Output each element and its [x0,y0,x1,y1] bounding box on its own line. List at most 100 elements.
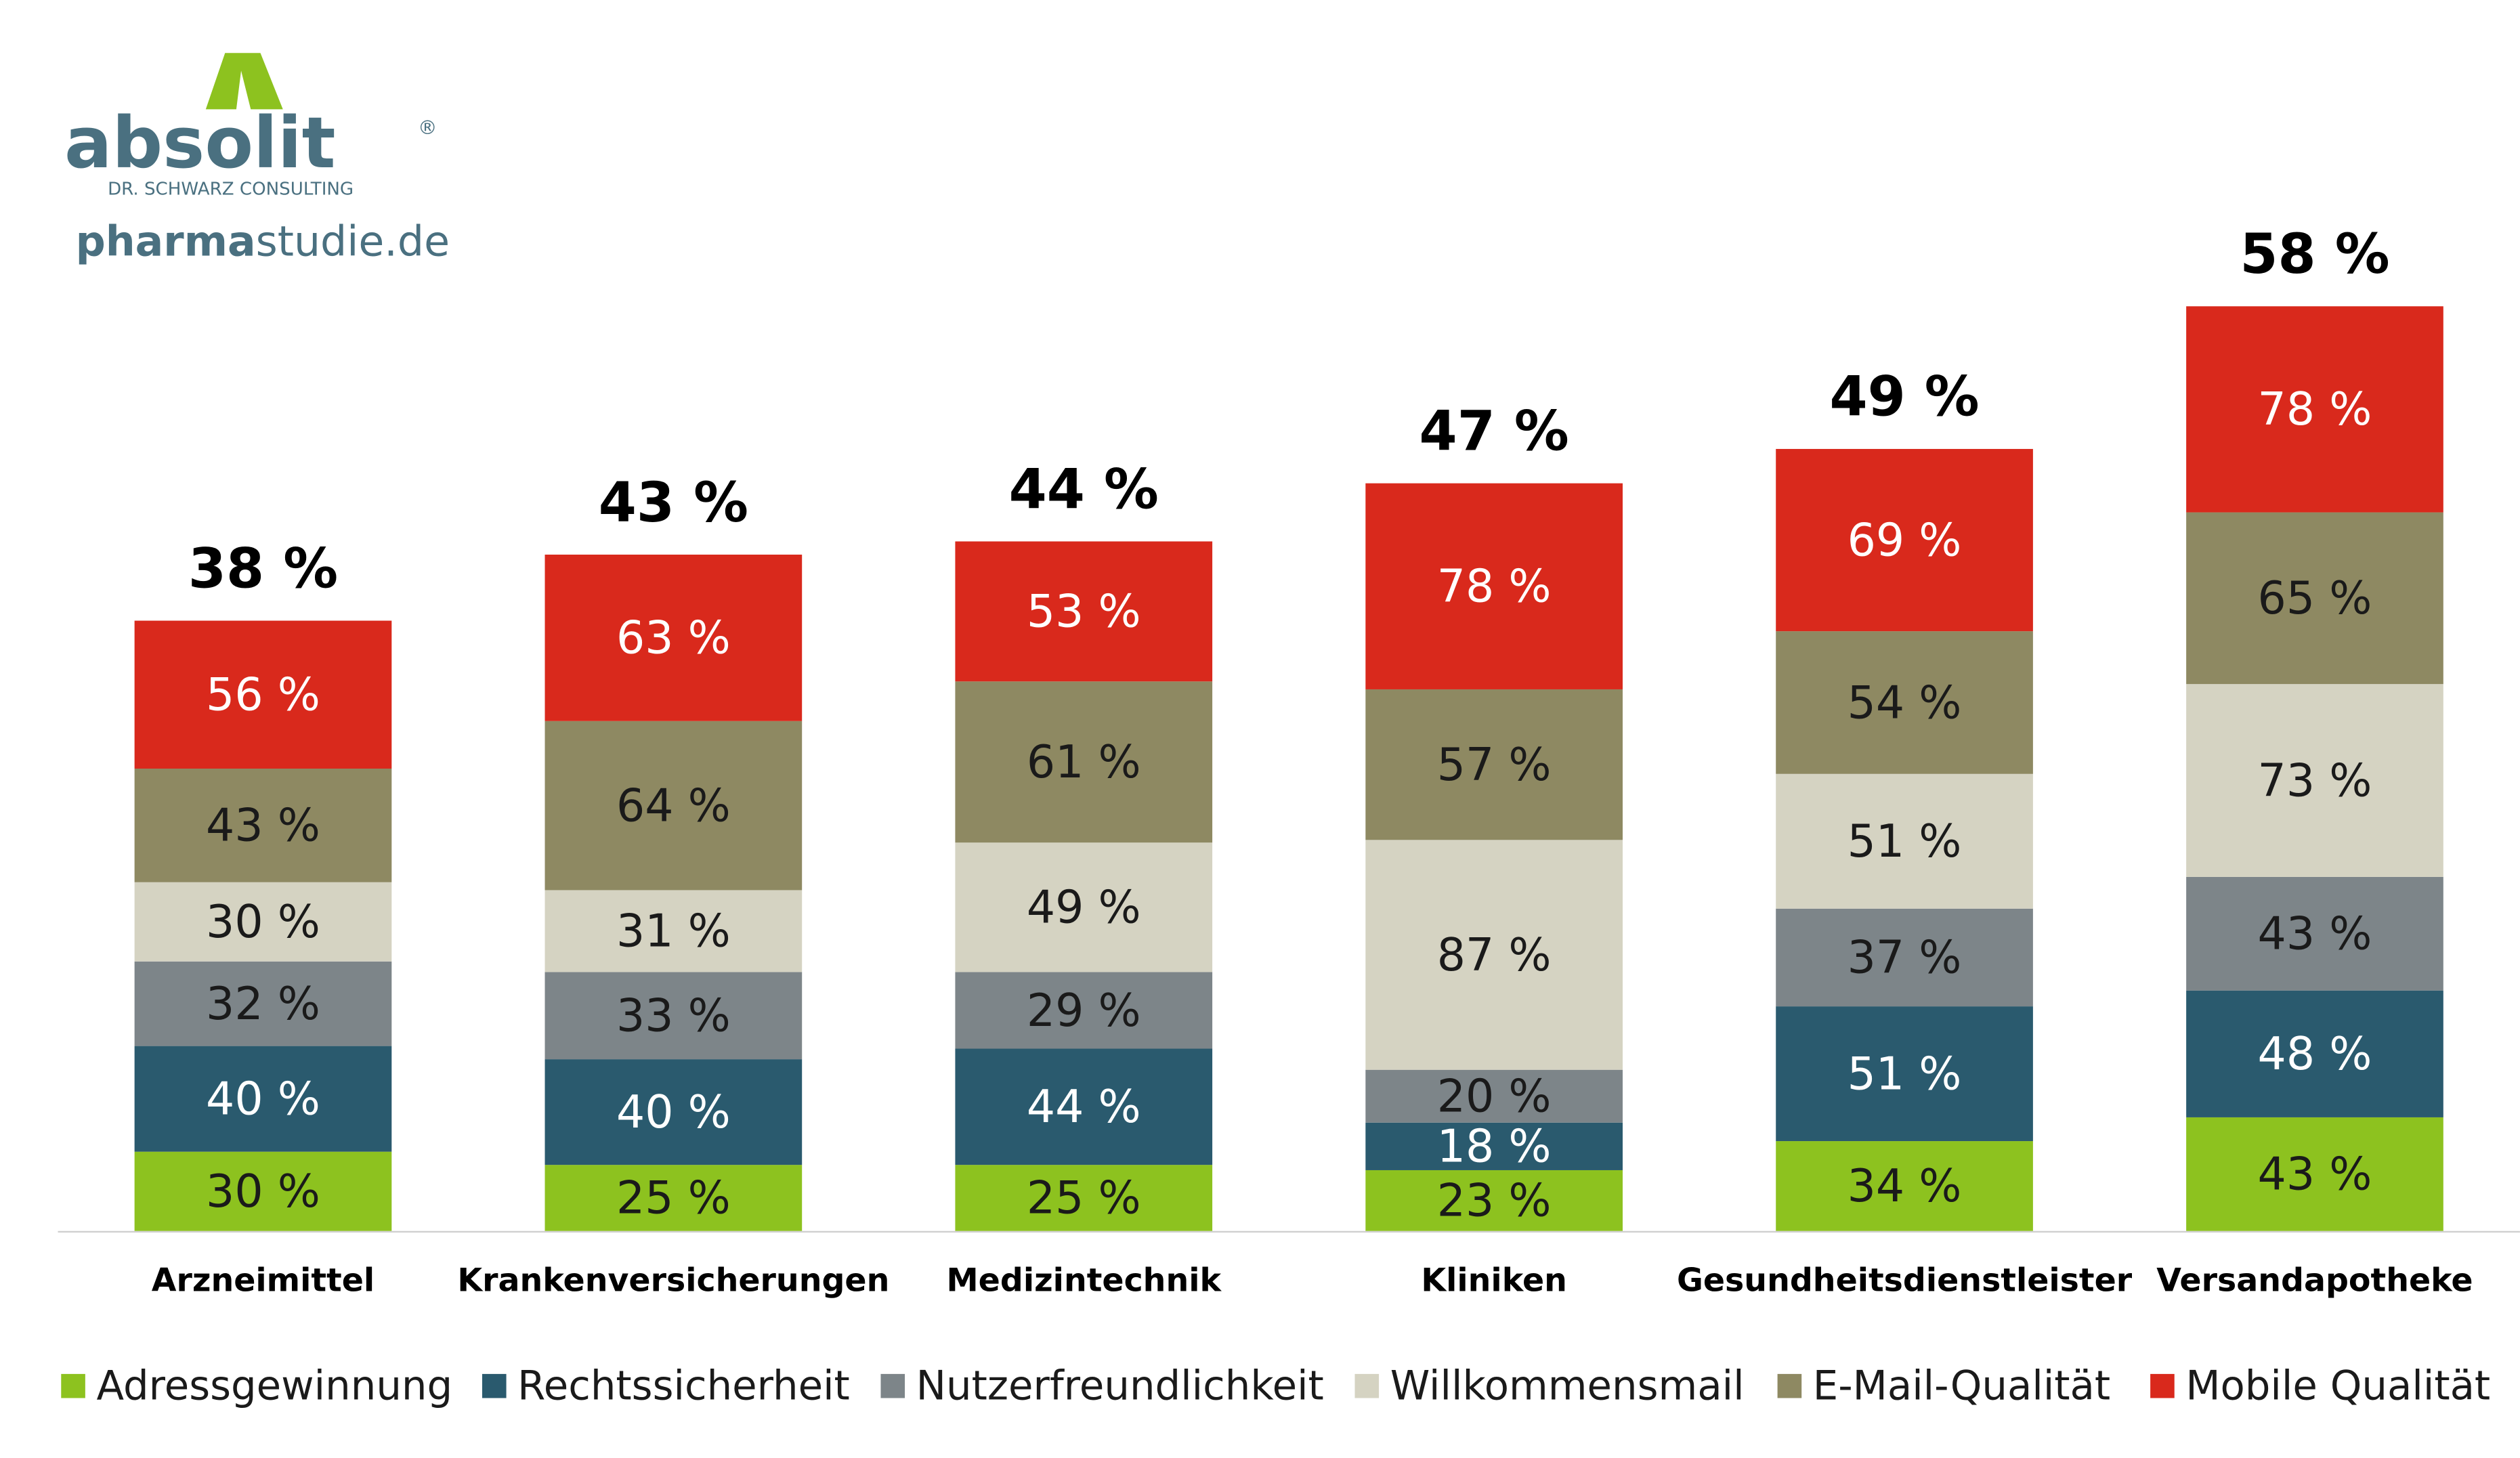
bar-segment [134,1151,392,1231]
bar-segment [2186,684,2443,877]
bar-segment [134,768,392,882]
value-label: 61 % [1027,735,1141,788]
total-label: 43 % [599,471,748,535]
bar-segment [1776,1006,2033,1142]
value-label: 51 % [1848,815,1962,867]
value-label: 32 % [206,977,320,1030]
value-label: 20 % [1437,1070,1552,1123]
value-label: 43 % [2258,907,2372,960]
legend-swatch [880,1373,905,1398]
value-label: 43 % [2258,1148,2372,1201]
bar-segment [1776,448,2033,632]
value-label: 30 % [206,895,320,948]
legend-swatch [1354,1373,1380,1398]
bar-segment [134,1046,392,1152]
value-label: 78 % [1437,560,1552,613]
value-label: 30 % [206,1165,320,1218]
legend-label: Rechtssicherheit [517,1362,850,1409]
value-label: 25 % [1027,1172,1141,1224]
bar-segment [1365,840,1623,1070]
logo-site-bold: pharma [76,217,256,266]
bar-segment [134,961,392,1046]
value-label: 56 % [206,668,320,721]
bar-segment [544,1165,803,1231]
total-label: 44 % [1009,458,1159,521]
bar-segment [544,1059,803,1165]
logo-name: absolit [64,102,336,184]
logo-site-rest: studie.de [256,217,450,266]
x-tick-label: Kliniken [1421,1262,1567,1300]
logo-tagline: DR. SCHWARZ CONSULTING [108,179,354,200]
bar-segment [1776,1141,2033,1231]
value-label: 29 % [1027,984,1141,1037]
value-label: 54 % [1848,676,1962,729]
bar-segment [955,541,1213,682]
value-label: 49 % [1027,881,1141,934]
value-label: 40 % [616,1086,731,1138]
bar-segment [544,554,803,721]
bar-segment [544,890,803,972]
bar-segment [1365,1122,1623,1170]
bar-segment [955,1165,1213,1231]
value-label: 23 % [1437,1174,1552,1227]
value-label: 48 % [2258,1027,2372,1080]
value-label: 65 % [2258,572,2372,624]
bar-segment [955,972,1213,1049]
value-label: 25 % [616,1172,731,1224]
logo-icon [205,53,283,110]
legend-label: Nutzerfreundlichkeit [916,1362,1324,1409]
legend-label: Adressgewinnung [96,1362,452,1409]
x-tick-label: Arzneimittel [152,1262,375,1300]
value-label: 33 % [616,989,731,1042]
bar-segment [2186,990,2443,1117]
value-label: 69 % [1848,513,1962,566]
legend-label: Mobile Qualität [2185,1362,2490,1409]
x-tick-label: Medizintechnik [946,1262,1222,1300]
value-label: 40 % [206,1072,320,1125]
bar-segment [544,972,803,1060]
value-label: 51 % [1848,1047,1962,1100]
bar-segment [955,842,1213,972]
total-label: 58 % [2240,223,2389,286]
legend-label: E-Mail-Qualität [1813,1362,2110,1409]
bar-segment [1776,908,2033,1007]
total-label: 38 % [188,537,338,601]
value-label: 53 % [1027,585,1141,638]
total-label: 47 % [1419,400,1569,463]
x-tick-label: Krankenversicherungen [457,1262,889,1300]
bar-segment [544,721,803,891]
total-label: 49 % [1829,366,1979,429]
bar-segment [1776,773,2033,909]
bar-segment [955,1048,1213,1165]
bar-segment [955,681,1213,843]
legend-label: Willkommensmail [1390,1362,1745,1409]
logo-site: pharmastudie.de [76,217,450,266]
bar-segment [2186,512,2443,685]
value-label: 37 % [1848,931,1962,984]
value-label: 57 % [1437,738,1552,791]
bar-segment [1365,1170,1623,1231]
bar-segment [1365,689,1623,840]
value-label: 34 % [1848,1159,1962,1212]
bar-segment [2186,1117,2443,1231]
value-label: 78 % [2258,383,2372,435]
value-label: 44 % [1027,1080,1141,1133]
legend-swatch [2150,1373,2175,1398]
legend-swatch [61,1373,85,1398]
value-label: 87 % [1437,928,1552,981]
logo: absolit ® DR. SCHWARZ CONSULTING pharmas… [64,53,450,266]
logo-mark: ® [418,116,437,139]
bar-segment [1776,631,2033,774]
x-tick-label: Versandapotheke [2156,1262,2473,1300]
value-label: 63 % [616,612,731,664]
value-label: 64 % [616,779,731,832]
bar-segment [134,620,392,769]
bar-segment [1365,1069,1623,1123]
bar-segment [2186,306,2443,513]
value-label: 31 % [616,905,731,958]
x-tick-label: Gesundheitsdienstleister [1677,1262,2133,1300]
bar-segment [2186,876,2443,991]
value-label: 18 % [1437,1120,1552,1173]
